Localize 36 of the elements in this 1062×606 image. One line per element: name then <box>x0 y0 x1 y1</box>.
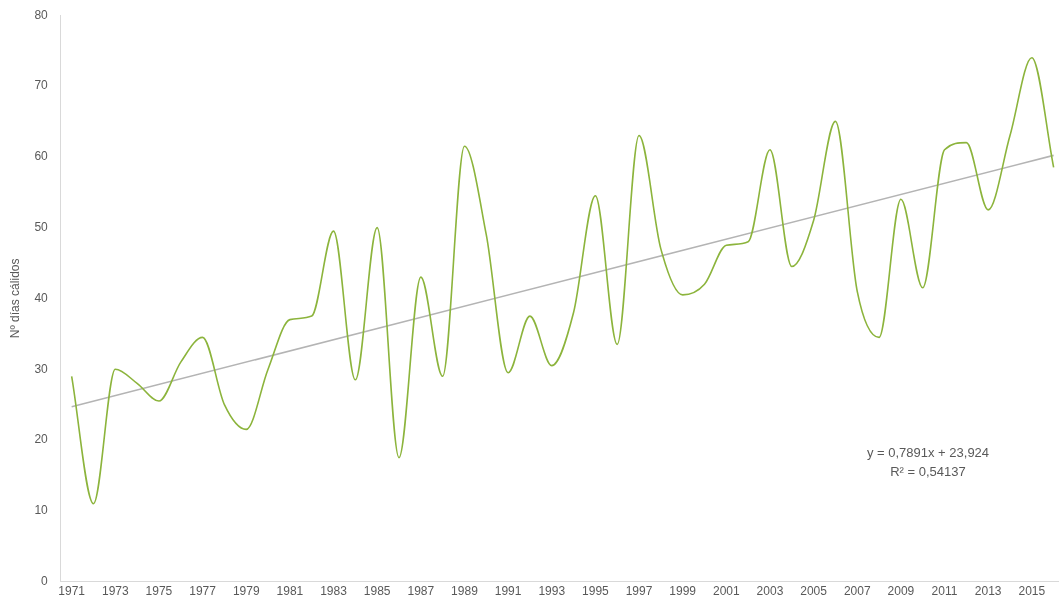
x-tick-label: 2011 <box>931 584 958 599</box>
x-tick-label: 2009 <box>887 584 915 599</box>
x-tick-label: 1991 <box>494 584 522 599</box>
x-tick-label: 1975 <box>145 584 173 599</box>
x-tick-label: 1977 <box>189 584 217 599</box>
y-tick-label: 50 <box>34 219 49 234</box>
x-tick-label: 2007 <box>843 584 871 599</box>
y-tick-label: 70 <box>34 78 49 93</box>
annotation: y = 0,7891x + 23,924 <box>866 444 990 460</box>
x-tick-label: 2001 <box>712 584 740 599</box>
x-tick-label: 1997 <box>625 584 653 599</box>
x-tick-label: 2005 <box>800 584 828 599</box>
x-tick-label: 1995 <box>582 584 610 599</box>
x-tick-label: 1981 <box>276 584 304 599</box>
y-tick-label: 10 <box>34 503 49 518</box>
x-tick-label: 1989 <box>451 584 479 599</box>
y-tick-label: 60 <box>34 149 49 164</box>
y-axis-title: Nº días cálidos <box>7 258 22 339</box>
x-tick-label: 2015 <box>1018 584 1046 599</box>
x-tick-label: 1993 <box>538 584 566 599</box>
x-tick-label: 1985 <box>363 584 391 599</box>
annotation: R² = 0,54137 <box>890 463 966 479</box>
x-tick-label: 1983 <box>320 584 348 599</box>
x-tick-label: 1999 <box>669 584 697 599</box>
x-tick-label: 1987 <box>407 584 435 599</box>
y-tick-label: 80 <box>34 7 49 22</box>
x-tick-label: 1971 <box>58 584 86 599</box>
x-tick-label: 2013 <box>974 584 1002 599</box>
y-tick-label: 30 <box>34 361 49 376</box>
x-tick-label: 2003 <box>756 584 784 599</box>
x-tick-label: 1973 <box>101 584 129 599</box>
y-tick-label: 20 <box>34 432 49 447</box>
x-tick-label: 1979 <box>232 584 260 599</box>
line-series <box>70 56 1055 505</box>
y-tick-label: 0 <box>41 573 49 588</box>
y-tick-label: 40 <box>34 290 49 305</box>
